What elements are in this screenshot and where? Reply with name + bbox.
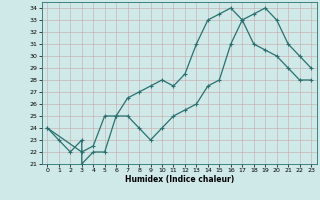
X-axis label: Humidex (Indice chaleur): Humidex (Indice chaleur) <box>124 175 234 184</box>
